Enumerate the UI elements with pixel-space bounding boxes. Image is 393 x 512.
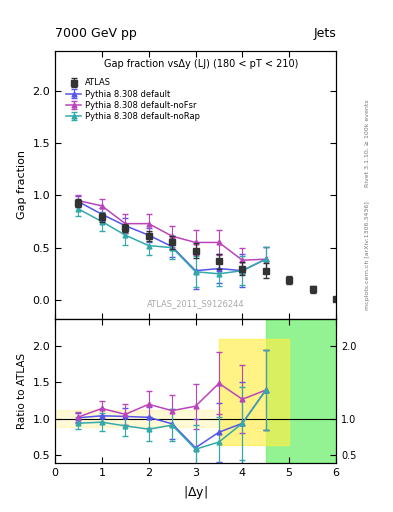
Text: Gap fraction vsΔy (LJ) (180 < pT < 210): Gap fraction vsΔy (LJ) (180 < pT < 210): [104, 59, 298, 69]
Text: Jets: Jets: [313, 27, 336, 40]
Text: Rivet 3.1.10, ≥ 100k events: Rivet 3.1.10, ≥ 100k events: [365, 99, 370, 187]
X-axis label: |$\Delta$y|: |$\Delta$y|: [183, 484, 208, 501]
Text: ATLAS_2011_S9126244: ATLAS_2011_S9126244: [147, 299, 244, 308]
Y-axis label: Gap fraction: Gap fraction: [17, 151, 27, 220]
Legend: ATLAS, Pythia 8.308 default, Pythia 8.308 default-noFsr, Pythia 8.308 default-no: ATLAS, Pythia 8.308 default, Pythia 8.30…: [63, 75, 203, 124]
Y-axis label: Ratio to ATLAS: Ratio to ATLAS: [17, 353, 27, 429]
Text: mcplots.cern.ch [arXiv:1306.3436]: mcplots.cern.ch [arXiv:1306.3436]: [365, 202, 370, 310]
Text: 7000 GeV pp: 7000 GeV pp: [55, 27, 137, 40]
